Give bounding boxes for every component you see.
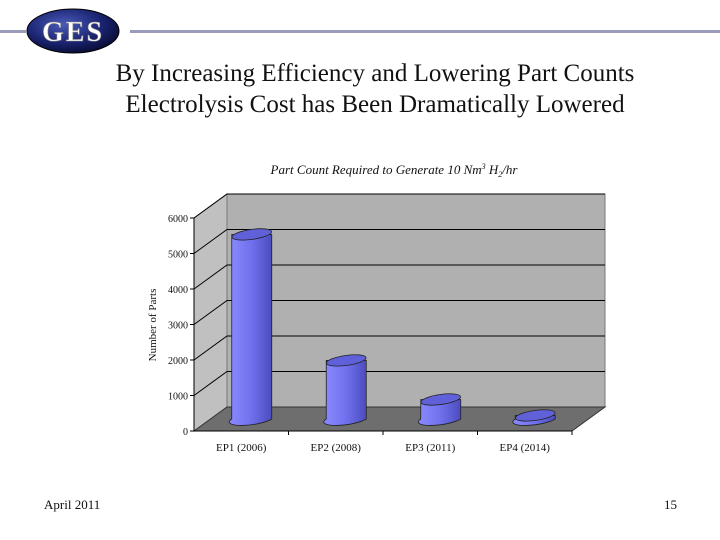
- gridline-3000: [193, 300, 605, 325]
- bar-body: [323, 360, 367, 426]
- bar-ep2-2008-: [323, 354, 367, 426]
- chart-title-sub: 2: [498, 170, 502, 179]
- x-tick-label-2: EP3 (2011): [405, 442, 455, 454]
- gridline-2000: [193, 335, 605, 361]
- bar-ep3-2011-: [417, 393, 462, 426]
- chart-title-mid: H: [486, 162, 499, 177]
- header-rule-left: [0, 30, 26, 33]
- chart-title: Part Count Required to Generate 10 Nm3 H…: [270, 162, 519, 179]
- bar-ep4-2014-: [512, 409, 556, 426]
- bar-body: [228, 234, 273, 426]
- bar-body: [417, 399, 462, 426]
- gridline-5000: [193, 229, 605, 254]
- bar-top: [326, 354, 367, 367]
- x-tick-label-0: EP1 (2006): [216, 442, 267, 454]
- bar-ep1-2006-: [228, 228, 273, 426]
- title-line-2: Electrolysis Cost has Been Dramatically …: [125, 91, 625, 118]
- y-tick-label-2000: 2000: [168, 356, 188, 367]
- x-tick-label-3: EP4 (2014): [500, 442, 551, 454]
- chart-title-main: Part Count Required to Generate 10 Nm: [270, 162, 482, 177]
- gridline-1000: [193, 371, 605, 396]
- y-tick-label-4000: 4000: [168, 285, 188, 296]
- y-tick-label-3000: 3000: [168, 321, 188, 332]
- gridline-4000: [193, 264, 605, 290]
- x-tick-label-1: EP2 (2008): [311, 442, 362, 454]
- y-tick-label-1000: 1000: [168, 392, 188, 403]
- slide-title: By Increasing Efficiency and Lowering Pa…: [0, 58, 720, 120]
- bar-top: [420, 393, 461, 406]
- logo-text: GES: [42, 17, 104, 48]
- y-tick-label-6000: 6000: [168, 214, 188, 225]
- footer-date: April 2011: [44, 497, 101, 512]
- y-tick-label-5000: 5000: [168, 250, 188, 261]
- ges-logo: GES: [26, 8, 120, 54]
- bar-top: [515, 409, 556, 422]
- y-tick-label-0: 0: [183, 427, 188, 438]
- footer-page-number: 15: [664, 497, 677, 512]
- gridline-6000: [193, 193, 605, 219]
- title-line-1: By Increasing Efficiency and Lowering Pa…: [115, 60, 635, 87]
- y-axis-label: Number of Parts: [147, 289, 159, 362]
- chart-title-end: /hr: [501, 162, 518, 177]
- chart-title-sup: 3: [481, 162, 486, 171]
- header-rule-right: [130, 30, 720, 33]
- bar-top: [231, 228, 272, 241]
